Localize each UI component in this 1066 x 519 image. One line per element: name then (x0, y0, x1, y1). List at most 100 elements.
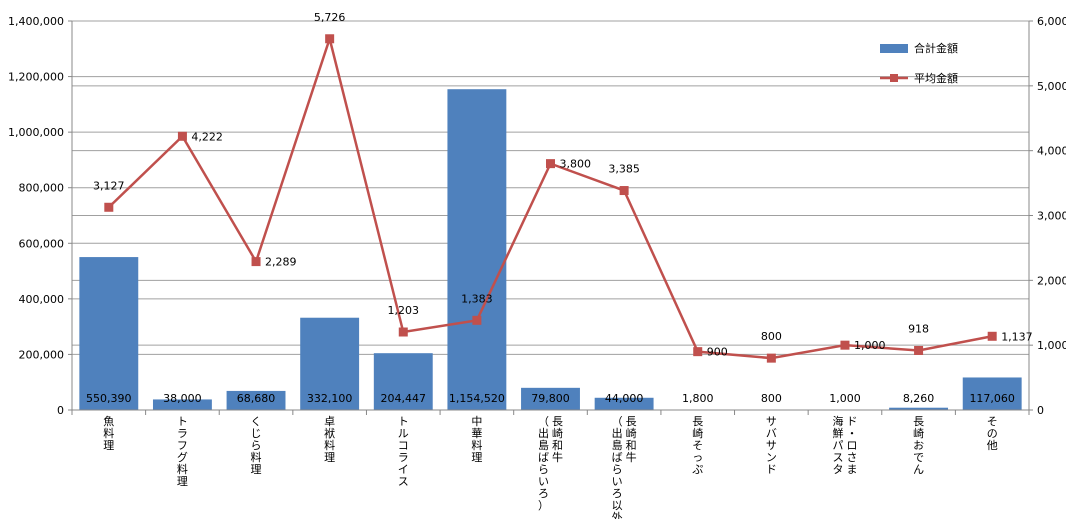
category-label-char: 和 (626, 439, 637, 452)
bar-value-label: 204,447 (381, 392, 427, 405)
bar-value-label: 79,800 (531, 392, 570, 405)
category-label-char: ば (612, 451, 623, 464)
category-label-char: っ (692, 451, 703, 464)
legend-line-marker (890, 74, 898, 82)
category-label-char: で (913, 451, 924, 464)
y-right-tick-label: 1,000 (1037, 339, 1066, 352)
line-marker (472, 315, 482, 325)
y-left-tick-label: 400,000 (19, 293, 65, 306)
category-label-char: ろ (612, 487, 623, 500)
category-label-char: 出 (612, 426, 623, 440)
bar (300, 317, 360, 410)
y-left-tick-label: 1,400,000 (8, 15, 64, 28)
bar (889, 407, 949, 410)
category-label-char: バ (766, 427, 777, 440)
category-label-char: コ (398, 439, 409, 452)
category-label-char: ン (766, 451, 777, 464)
line-series (104, 34, 997, 363)
line-marker (619, 186, 629, 196)
line-value-label: 1,137 (1001, 330, 1033, 343)
line-value-label: 3,800 (560, 158, 592, 171)
category-label-char: 長 (626, 415, 637, 428)
line-marker (766, 353, 776, 363)
line-value-label: 800 (761, 330, 782, 343)
category-label-char: 崎 (626, 426, 637, 440)
legend-bar-swatch (880, 44, 908, 53)
category-label-char: ロ (846, 439, 857, 452)
category-label-char: サ (766, 415, 777, 428)
bar-value-label: 800 (761, 392, 782, 405)
category-label-char: ス (832, 451, 843, 464)
category-label-char: そ (987, 415, 998, 428)
category-label-char: 崎 (552, 426, 563, 440)
bar (79, 257, 139, 410)
line-marker (693, 347, 703, 357)
bar-value-label: 1,800 (682, 392, 714, 405)
legend-line-label: 平均金額 (914, 71, 958, 85)
line-value-label: 1,203 (388, 304, 420, 317)
y-left-tick-label: 800,000 (19, 182, 65, 195)
line-marker (914, 345, 924, 355)
category-label-char: 出 (538, 426, 549, 440)
y-right-tick-label: 6,000 (1037, 15, 1066, 28)
line-value-label: 3,385 (608, 163, 640, 176)
category-label-char: 外 (612, 511, 623, 519)
category-label-char: ラ (398, 451, 409, 464)
y-right-tick-label: 5,000 (1037, 80, 1066, 93)
category-label-char: ら (538, 463, 549, 476)
bar-value-label: 550,390 (86, 392, 132, 405)
line-marker (546, 159, 555, 169)
category-label-char: ろ (538, 487, 549, 500)
y-right-tick-label: 4,000 (1037, 145, 1066, 158)
legend: 合計金額 平均金額 (880, 41, 958, 85)
line-path (107, 34, 993, 360)
data-labels: 550,390 38,000 68,680 332,100 204,447 1,154,5… (86, 11, 1033, 405)
bar-value-label: 68,680 (237, 392, 276, 405)
line-value-label: 5,726 (314, 11, 346, 24)
bar-value-label: 38,000 (163, 392, 202, 405)
bar (226, 390, 286, 410)
category-label-char: 華 (471, 427, 482, 440)
category-label-char: 理 (251, 463, 262, 476)
bar (521, 387, 580, 410)
category-label-char: ラ (177, 427, 188, 440)
bar (447, 89, 507, 410)
category-label-char: ス (398, 475, 409, 488)
category-label-char: い (612, 475, 623, 488)
category-label-char: さ (846, 451, 857, 464)
y-left-tick-label: 600,000 (19, 237, 65, 250)
gridlines (72, 20, 1029, 355)
category-label-char: 崎 (692, 426, 703, 440)
category-label-char: 中 (471, 415, 482, 428)
line-value-label: 4,222 (191, 130, 223, 143)
category-label-char: サ (766, 439, 777, 452)
category-label-char: ま (846, 463, 857, 476)
category-label: 魚料理 (103, 415, 114, 452)
category-label-char: 長 (552, 415, 563, 428)
line-marker (840, 340, 850, 350)
category-label-char: ド (846, 415, 857, 428)
line-value-label: 918 (908, 322, 929, 335)
category-label-char: ト (398, 415, 409, 428)
category-label-char: ） (538, 499, 549, 512)
line-marker (177, 131, 187, 141)
category-label-char: の (987, 427, 998, 440)
category-label-char: ば (538, 451, 549, 464)
bar-series (79, 89, 1022, 410)
category-label-char: 料 (324, 438, 335, 452)
category-label-char: 料 (103, 426, 114, 440)
line-value-label: 2,289 (265, 256, 297, 269)
bar-value-label: 117,060 (969, 392, 1015, 405)
category-label-char: 和 (552, 439, 563, 452)
category-label-char: 袱 (324, 426, 335, 440)
category-label-char: 料 (251, 450, 262, 464)
